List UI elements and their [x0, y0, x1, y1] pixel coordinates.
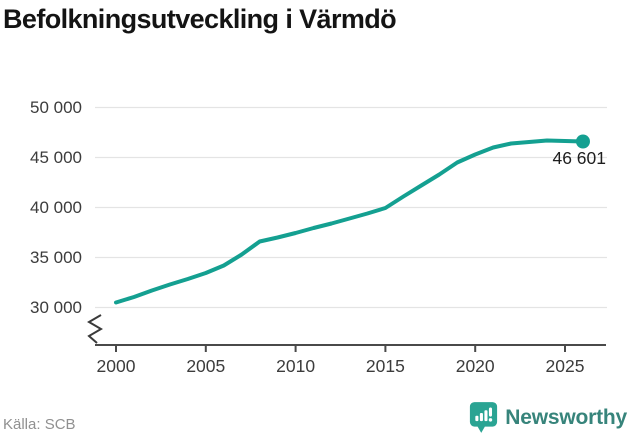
x-tick-label: 2010 [276, 356, 316, 376]
source-credit: Källa: SCB [3, 416, 76, 433]
x-tick-label: 2005 [186, 356, 226, 376]
x-tick-label: 2025 [545, 356, 585, 376]
y-tick-label: 35 000 [30, 247, 82, 267]
newsworthy-logo-text: Newsworthy [505, 405, 627, 429]
y-tick-label: 40 000 [30, 197, 82, 217]
newsworthy-logo[interactable]: Newsworthy [469, 401, 627, 434]
y-tick-label: 45 000 [30, 147, 82, 167]
y-tick-label: 30 000 [30, 297, 82, 317]
newsworthy-logo-icon [470, 402, 498, 433]
end-value-label: 46 601 [552, 148, 606, 168]
chart-title: Befolkningsutveckling i Värmdö [3, 4, 397, 34]
x-tick-label: 2015 [365, 356, 405, 376]
x-tick-label: 2000 [96, 356, 136, 376]
x-tick-label: 2020 [455, 356, 495, 376]
y-tick-label: 50 000 [30, 97, 82, 117]
